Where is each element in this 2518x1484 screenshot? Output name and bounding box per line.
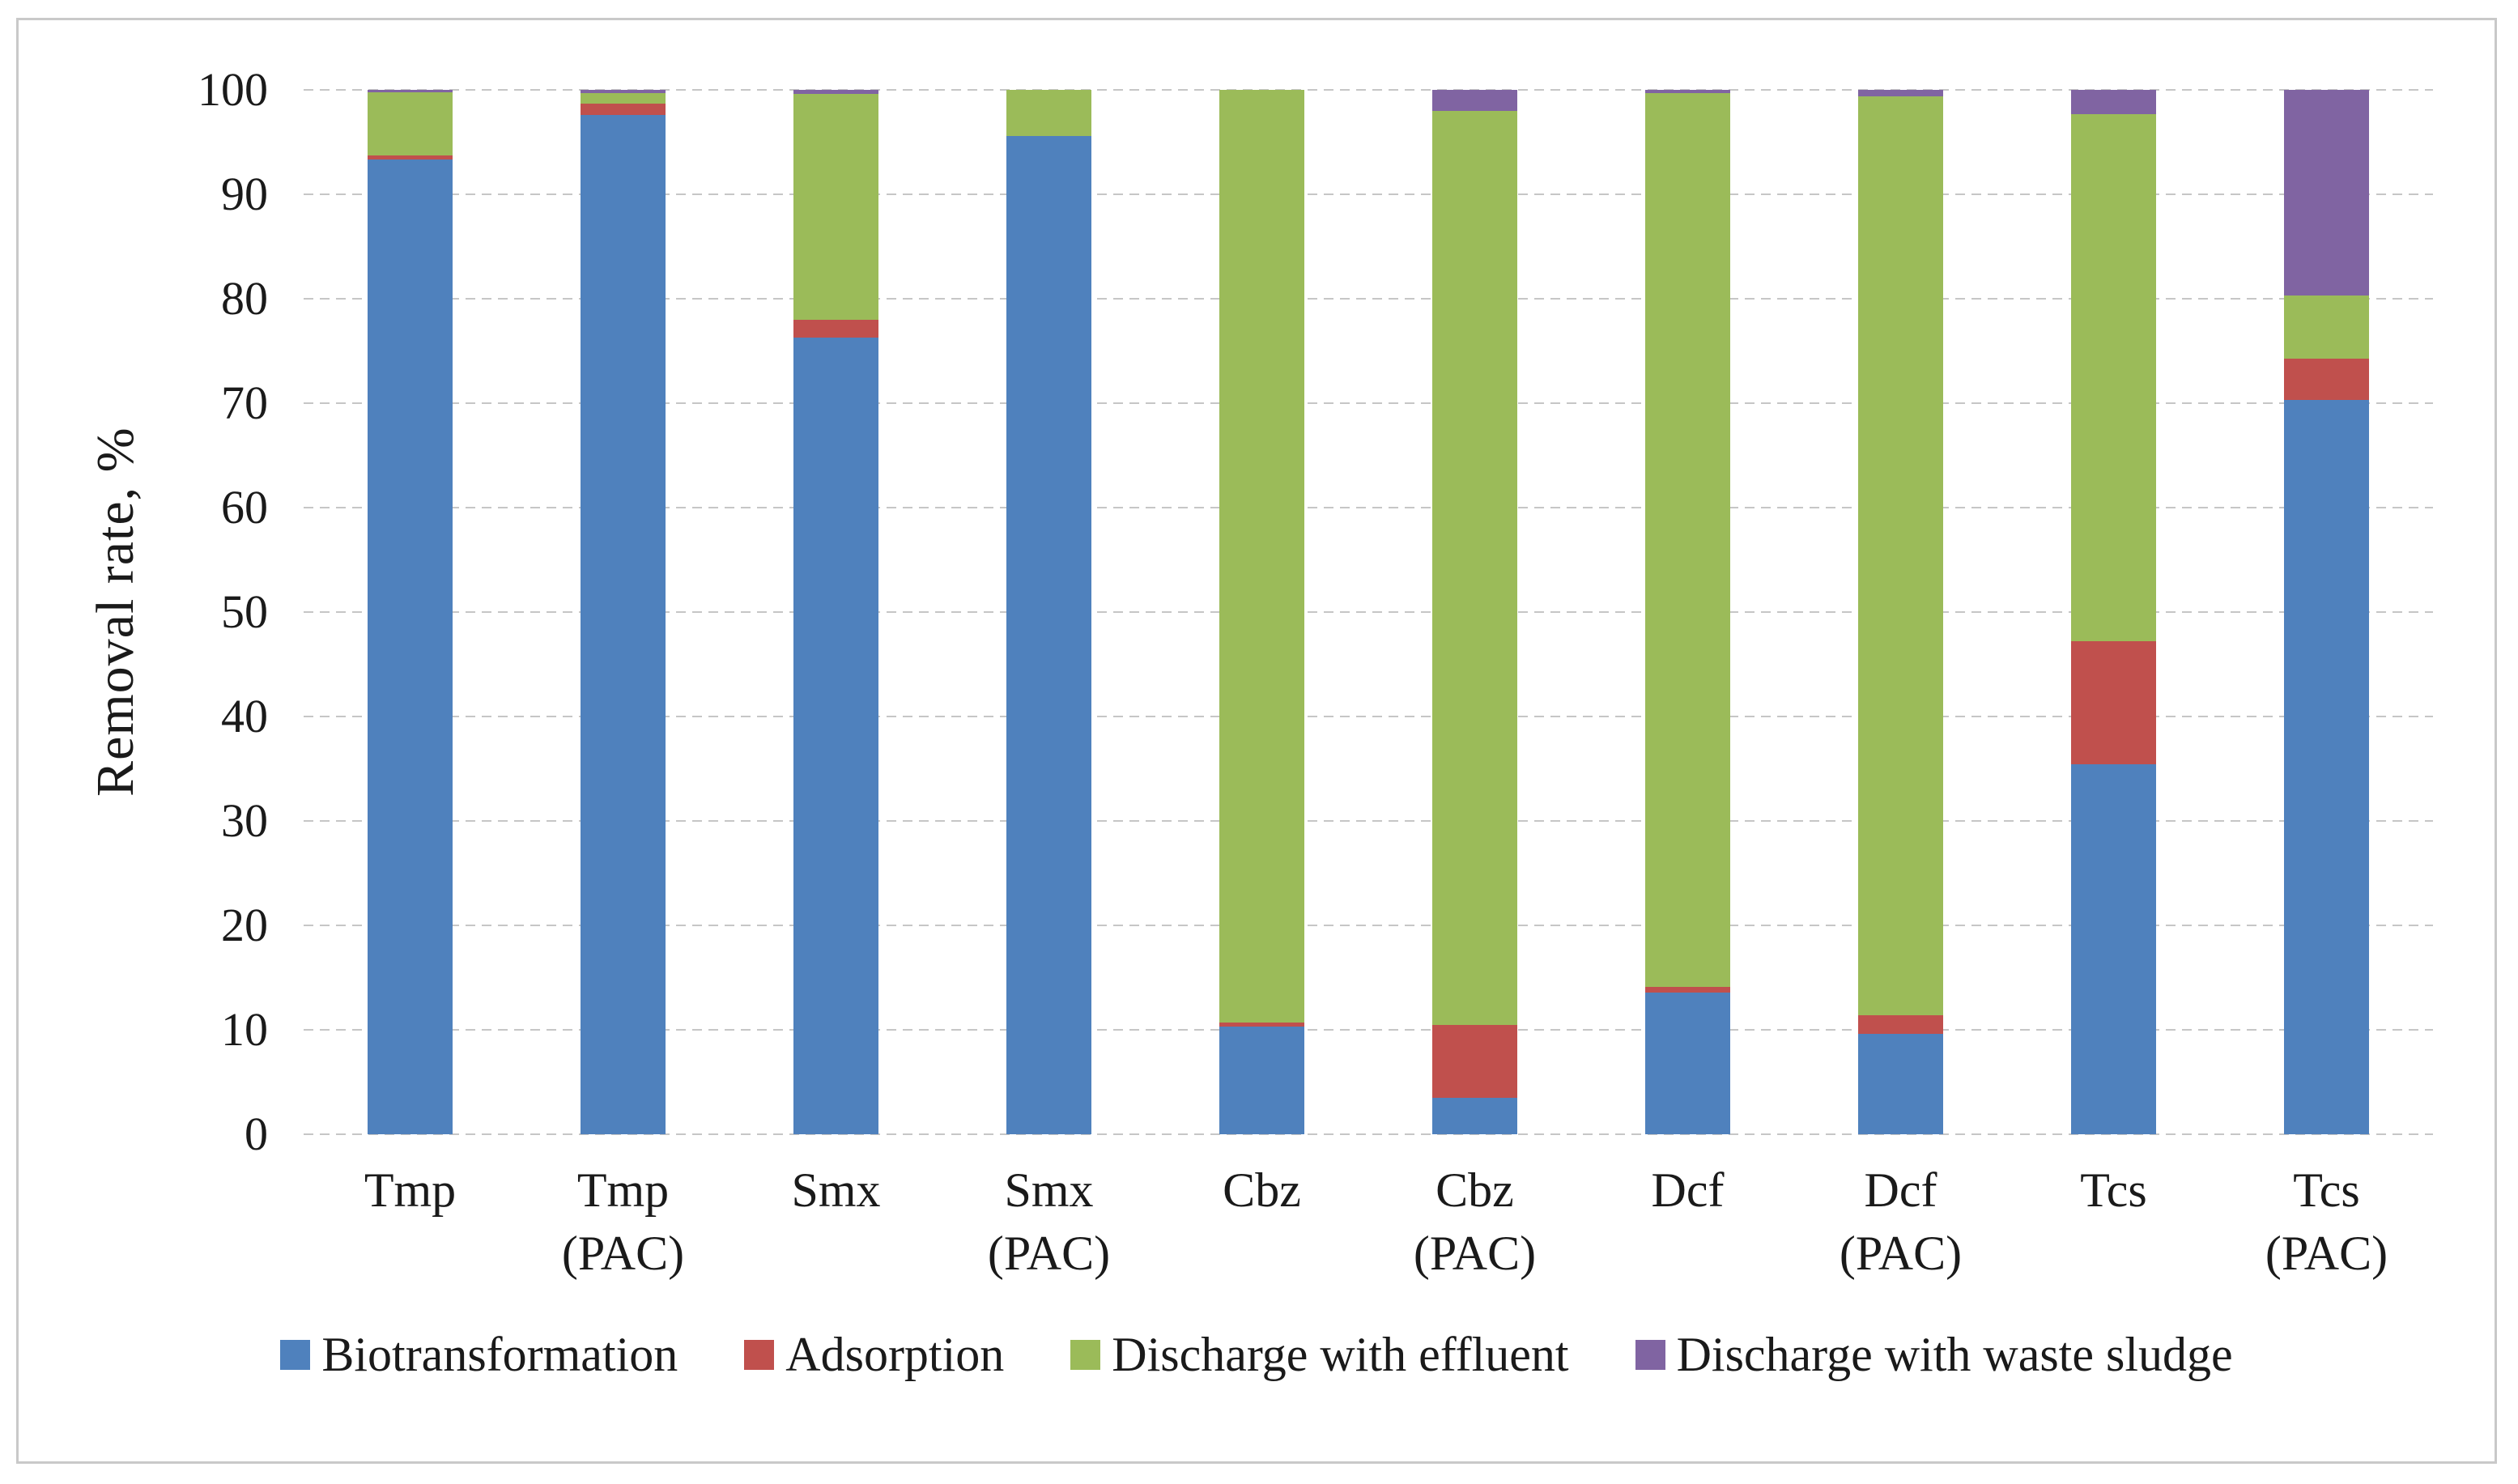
grid-line-10 (304, 1029, 2433, 1031)
legend: Biotransformation Adsorption Discharge wit… (19, 1330, 2495, 1379)
grid-line-90 (304, 193, 2433, 195)
segment-biotransformation (793, 337, 878, 1134)
segment-discharge-with-waste-sludge (1432, 90, 1517, 111)
legend-label-discharge-with-waste-sludge: Discharge with waste sludge (1676, 1328, 2233, 1381)
segment-adsorption (2071, 641, 2156, 765)
grid-line-50 (304, 611, 2433, 613)
legend-item-discharge-with-waste-sludge: Discharge with waste sludge (1635, 1330, 2233, 1379)
x-label-cbz: Cbz (1223, 1163, 1301, 1217)
y-axis-tick-labels: 0 10 20 30 40 50 60 70 80 90 100 (19, 66, 268, 1158)
legend-item-discharge-with-effluent: Discharge with effluent (1070, 1328, 1569, 1381)
segment-adsorption (2284, 358, 2369, 401)
segment-biotransformation (368, 159, 453, 1134)
y-tick-label-0: 0 (245, 1108, 268, 1160)
bar-dcf (1644, 90, 1730, 1134)
segment-discharge-with-effluent (368, 91, 453, 156)
bar-tcs (2071, 90, 2156, 1134)
legend-item-biotransformation: Biotransformation (280, 1330, 678, 1379)
legend-swatch-discharge-with-effluent (1070, 1339, 1101, 1370)
y-tick-label-100: 100 (198, 63, 268, 116)
segment-discharge-with-effluent (2284, 296, 2369, 359)
segment-biotransformation (1644, 992, 1730, 1134)
legend-swatch-biotransformation (280, 1339, 311, 1370)
segment-discharge-with-effluent (1432, 110, 1517, 1025)
grid-line-0 (304, 1133, 2433, 1135)
x-label-tcs-pac: Tcs (PAC) (2265, 1163, 2388, 1280)
x-label-smx: Smx (791, 1163, 881, 1217)
segment-biotransformation (1858, 1034, 1943, 1134)
legend-label-discharge-with-effluent: Discharge with effluent (1112, 1328, 1569, 1381)
segment-discharge-with-effluent (793, 94, 878, 320)
grid-line-80 (304, 298, 2433, 300)
x-label-dcf: Dcf (1651, 1163, 1725, 1217)
y-tick-label-10: 10 (221, 1003, 268, 1056)
segment-discharge-with-effluent (1219, 90, 1304, 1023)
y-tick-label-50: 50 (221, 585, 268, 638)
segment-adsorption (1219, 1022, 1304, 1027)
y-tick-label-60: 60 (221, 481, 268, 534)
x-label-tcs: Tcs (2080, 1163, 2147, 1217)
x-label-tmp: Tmp (364, 1163, 457, 1217)
segment-discharge-with-waste-sludge (2284, 90, 2369, 296)
segment-biotransformation (1432, 1097, 1517, 1134)
x-label-cbz-pac: Cbz (PAC) (1413, 1163, 1537, 1280)
segment-discharge-with-effluent (1644, 92, 1730, 988)
segment-discharge-with-effluent (1006, 90, 1091, 136)
grid-line-60 (304, 507, 2433, 508)
segment-discharge-with-waste-sludge (368, 90, 453, 92)
legend-label-biotransformation: Biotransformation (321, 1328, 678, 1381)
segment-biotransformation (581, 114, 666, 1134)
segment-adsorption (1432, 1024, 1517, 1098)
bar-smx (793, 90, 878, 1134)
segment-adsorption (368, 155, 453, 160)
legend-swatch-adsorption (744, 1339, 775, 1370)
segment-biotransformation (1006, 135, 1091, 1134)
grid-line-70 (304, 402, 2433, 404)
segment-biotransformation (1219, 1027, 1304, 1134)
y-tick-label-40: 40 (221, 690, 268, 742)
legend-swatch-discharge-with-waste-sludge (1635, 1339, 1665, 1370)
grid-line-20 (304, 925, 2433, 926)
y-tick-label-70: 70 (221, 376, 268, 429)
x-label-dcf-pac: Dcf (PAC) (1839, 1163, 1963, 1280)
x-label-smx-pac: Smx (PAC) (987, 1163, 1111, 1280)
segment-biotransformation (2071, 764, 2156, 1134)
bar-smx-pac (1006, 90, 1091, 1134)
grid-line-100 (304, 89, 2433, 91)
bar-tcs-pac (2284, 90, 2369, 1134)
segment-adsorption (1858, 1014, 1943, 1035)
grid-line-30 (304, 820, 2433, 822)
segment-biotransformation (2284, 400, 2369, 1134)
x-axis-category-labels: Tmp Tmp (PAC) Smx Smx (PAC) Cbz Cbz (PAC) Dcf D… (304, 1159, 2433, 1312)
bar-tmp-pac (581, 90, 666, 1134)
grid-line-40 (304, 716, 2433, 717)
figure-frame: Removal rate, % 0 10 20 30 40 50 60 70 80 90 100 T… (16, 18, 2497, 1464)
segment-adsorption (581, 103, 666, 115)
segment-discharge-with-waste-sludge (1858, 90, 1943, 96)
y-tick-label-20: 20 (221, 899, 268, 951)
segment-discharge-with-waste-sludge (2071, 90, 2156, 114)
bar-tmp (368, 90, 453, 1134)
legend-label-adsorption: Adsorption (785, 1328, 1005, 1381)
plot-area (304, 89, 2433, 1135)
y-tick-label-80: 80 (221, 272, 268, 325)
bar-cbz (1219, 90, 1304, 1134)
segment-discharge-with-waste-sludge (793, 90, 878, 95)
legend-item-adsorption: Adsorption (744, 1330, 1004, 1379)
segment-discharge-with-effluent (581, 92, 666, 104)
x-label-tmp-pac: Tmp (PAC) (561, 1163, 685, 1280)
bar-cbz-pac (1432, 90, 1517, 1134)
segment-discharge-with-waste-sludge (581, 90, 666, 93)
segment-discharge-with-waste-sludge (1644, 90, 1730, 93)
segment-adsorption (793, 319, 878, 338)
segment-discharge-with-effluent (1858, 96, 1943, 1015)
y-tick-label-90: 90 (221, 168, 268, 220)
segment-adsorption (1644, 987, 1730, 993)
bar-dcf-pac (1858, 90, 1943, 1134)
y-tick-label-30: 30 (221, 794, 268, 847)
segment-discharge-with-effluent (2071, 113, 2156, 642)
